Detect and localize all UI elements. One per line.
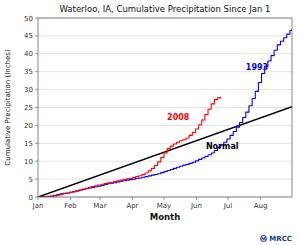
tick [163, 197, 164, 200]
tick-label: Apr [126, 202, 138, 210]
tick [35, 53, 38, 54]
credit: Ⓜ MRCC [260, 235, 292, 243]
tick [35, 161, 38, 162]
series-group [38, 29, 292, 197]
tick-label: 35 [24, 68, 33, 76]
tick [35, 35, 38, 36]
tick [35, 125, 38, 126]
tick-label: Jun [190, 202, 202, 210]
tick [99, 197, 100, 200]
tick [35, 89, 38, 90]
grid-line [38, 143, 292, 144]
tick-label: 25 [24, 104, 33, 112]
series-line [38, 107, 292, 197]
tick [35, 197, 38, 198]
line-label: 1993 [246, 63, 268, 72]
series-line [38, 29, 292, 197]
grid-line [38, 161, 292, 162]
grid-line [38, 53, 292, 54]
tick-label: 5 [29, 176, 33, 184]
tick [35, 18, 38, 19]
tick [35, 143, 38, 144]
tick-label: 10 [24, 158, 33, 166]
tick [196, 197, 197, 200]
tick-label: 20 [24, 122, 33, 130]
title: Waterloo, IA, Cumulative Precipitation S… [59, 4, 270, 14]
tick [35, 71, 38, 72]
tick-label: 40 [24, 50, 33, 58]
tick-label: 50 [24, 15, 33, 23]
tick [70, 197, 71, 200]
tick-label: 15 [24, 140, 33, 148]
grid-line [38, 107, 292, 108]
tick-label: Mar [93, 202, 106, 210]
tick-label: Aug [254, 202, 268, 210]
frame [38, 18, 292, 197]
grid-line [38, 125, 292, 126]
tick-label: Feb [64, 202, 77, 210]
tick [132, 197, 133, 200]
chart: 0 5 10 15 20 25 30 35 40 45 50 Jan Feb Mar Apr May Jun Ju… [0, 0, 300, 245]
tick [38, 197, 39, 200]
series-line [38, 97, 221, 197]
x-axis-label: Month [150, 212, 180, 222]
y-axis-label: Cumulative Precipitation (Inches) [4, 49, 12, 166]
line-label: 2008 [167, 113, 190, 122]
tick-label: May [157, 202, 171, 210]
grid-line [38, 89, 292, 90]
tick [35, 107, 38, 108]
tick [35, 179, 38, 180]
tick-label: 45 [24, 32, 33, 40]
plot-area [38, 18, 292, 197]
tick-label: Jan [32, 202, 44, 210]
tick [260, 197, 261, 200]
tick-label: 0 [29, 194, 33, 202]
grid-line [38, 35, 292, 36]
tick-label: 30 [24, 86, 33, 94]
grid-line [38, 179, 292, 180]
tick-label: Jul [223, 202, 233, 210]
line-label: Normal [206, 142, 239, 151]
tick [227, 197, 228, 200]
